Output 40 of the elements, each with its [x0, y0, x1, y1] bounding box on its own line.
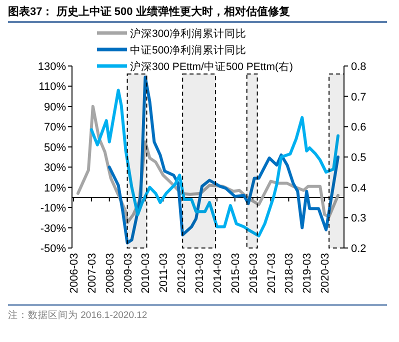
y-tick-label: 130%	[38, 61, 66, 73]
y-tick-label: 90%	[44, 101, 66, 114]
x-tick-label: 2008-03	[104, 253, 116, 294]
x-tick-label: 2009-03	[122, 253, 134, 294]
y-tick-label: 10%	[44, 182, 66, 194]
x-tick-label: 2019-03	[302, 253, 314, 294]
x-tick-label: 2012-03	[176, 253, 188, 294]
x-tick-label: 2010-03	[140, 253, 152, 294]
y2-tick-label: 0.7	[351, 91, 366, 104]
legend-item: 沪深300 PEttm/中证500 PEttm(右)	[97, 61, 293, 73]
x-tick-label: 2014-03	[212, 253, 224, 294]
legend-item: 沪深300净利润累计同比	[97, 28, 247, 40]
y-tick-label: 70%	[44, 122, 66, 134]
x-tick-label: 2013-03	[194, 253, 206, 294]
y-tick-label: -50%	[40, 243, 66, 255]
x-tick-label: 2015-03	[230, 253, 242, 294]
legend-label: 沪深300净利润累计同比	[130, 27, 247, 40]
x-tick-label: 2006-03	[68, 253, 80, 294]
y2-tick-label: 0.6	[351, 122, 366, 134]
y-tick-label: -30%	[40, 222, 66, 235]
y-tick-label: 110%	[38, 81, 66, 94]
y2-tick-label: 0.4	[351, 182, 366, 194]
legend-label: 中证500净利润累计同比	[130, 44, 247, 56]
legend-label: 沪深300 PEttm/中证500 PEttm(右)	[130, 60, 293, 73]
x-tick-label: 2017-03	[266, 253, 278, 294]
y2-tick-label: 0.2	[351, 243, 366, 255]
x-tick-label: 2016-03	[248, 253, 260, 294]
y2-tick-label: 0.8	[351, 61, 366, 73]
legend-item: 中证500净利润累计同比	[97, 44, 247, 56]
x-tick-label: 2020-03	[320, 253, 332, 294]
y-tick-label: 30%	[44, 162, 66, 174]
x-tick-label: 2011-03	[158, 253, 170, 293]
x-tick-label: 2018-03	[284, 253, 296, 294]
y2-tick-label: 0.5	[351, 152, 366, 164]
title: 图表37： 历史上中证 500 业绩弹性更大时，相对估值修复	[8, 6, 290, 18]
y-tick-label: 50%	[44, 142, 66, 154]
y-tick-label: -10%	[40, 202, 66, 215]
y2-tick-label: 0.3	[351, 212, 366, 225]
annotation: 注：数据区间为 2016.1-2020.12	[8, 310, 148, 321]
x-tick-label: 2007-03	[86, 253, 98, 294]
